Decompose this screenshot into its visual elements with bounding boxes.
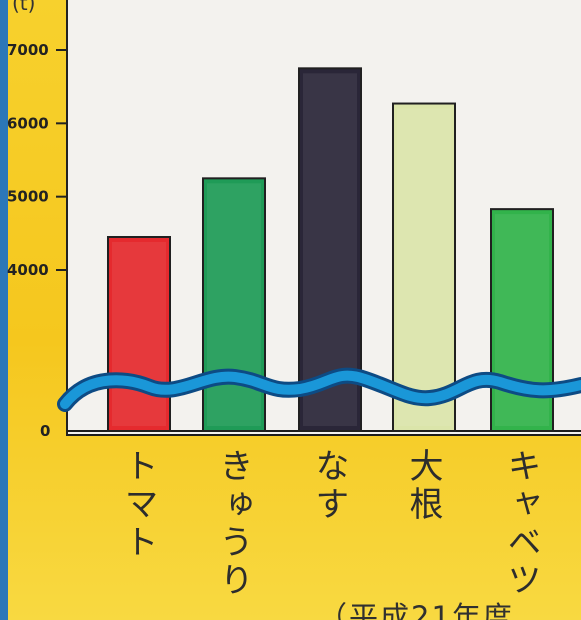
bar-texture-0 bbox=[112, 242, 166, 426]
category-label: トマト bbox=[118, 448, 158, 562]
left-blue-border bbox=[0, 0, 8, 620]
y-tick-label: 7000 bbox=[7, 41, 49, 59]
axis-break-layer bbox=[57, 367, 581, 412]
y-tick-label: 4000 bbox=[7, 261, 49, 279]
bar-3 bbox=[392, 102, 456, 433]
footnote: （平成21年度 bbox=[318, 600, 514, 620]
y-unit-label: (t) bbox=[12, 0, 35, 15]
y-tick-label: 6000 bbox=[7, 114, 49, 132]
bar-texture-3 bbox=[397, 108, 451, 427]
axis-break-wave bbox=[60, 370, 581, 409]
category-label: きゅうり bbox=[213, 448, 253, 600]
y-tick-label: 5000 bbox=[7, 188, 49, 206]
category-label: キャベツ bbox=[501, 448, 541, 600]
y-tick-label: 0 bbox=[40, 422, 50, 440]
bar-0 bbox=[107, 236, 171, 432]
bar-texture-1 bbox=[207, 183, 261, 426]
bar-texture-2 bbox=[303, 73, 357, 426]
bar-1 bbox=[202, 177, 266, 432]
category-label: 大根 bbox=[403, 448, 443, 524]
category-label: なす bbox=[309, 448, 349, 524]
